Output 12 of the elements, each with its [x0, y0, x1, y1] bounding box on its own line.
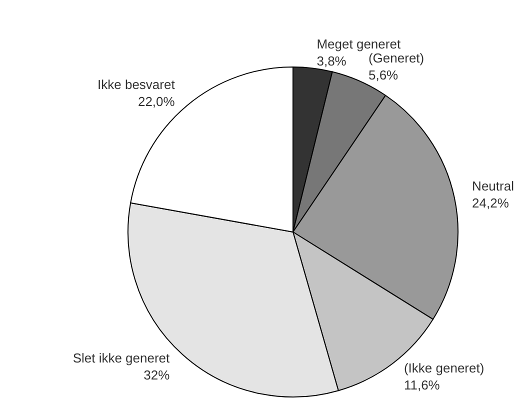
slice-label: Ikke besvaret	[98, 77, 176, 92]
slice-label: Meget generet	[316, 36, 401, 52]
data-label: 5,6%	[368, 68, 399, 83]
slice-label: (Generet)	[368, 50, 424, 66]
slice-label: (Ikke generet)	[404, 360, 484, 376]
data-label: 3,8%	[316, 53, 347, 68]
data-label: 22,0%	[138, 94, 176, 110]
slice-label: Slet ikke generet	[72, 350, 170, 366]
slice-label: Neutral	[472, 178, 514, 194]
data-label: 24,2%	[472, 195, 510, 210]
data-label: 32%	[144, 367, 170, 382]
data-label: 11,6%	[404, 378, 440, 393]
